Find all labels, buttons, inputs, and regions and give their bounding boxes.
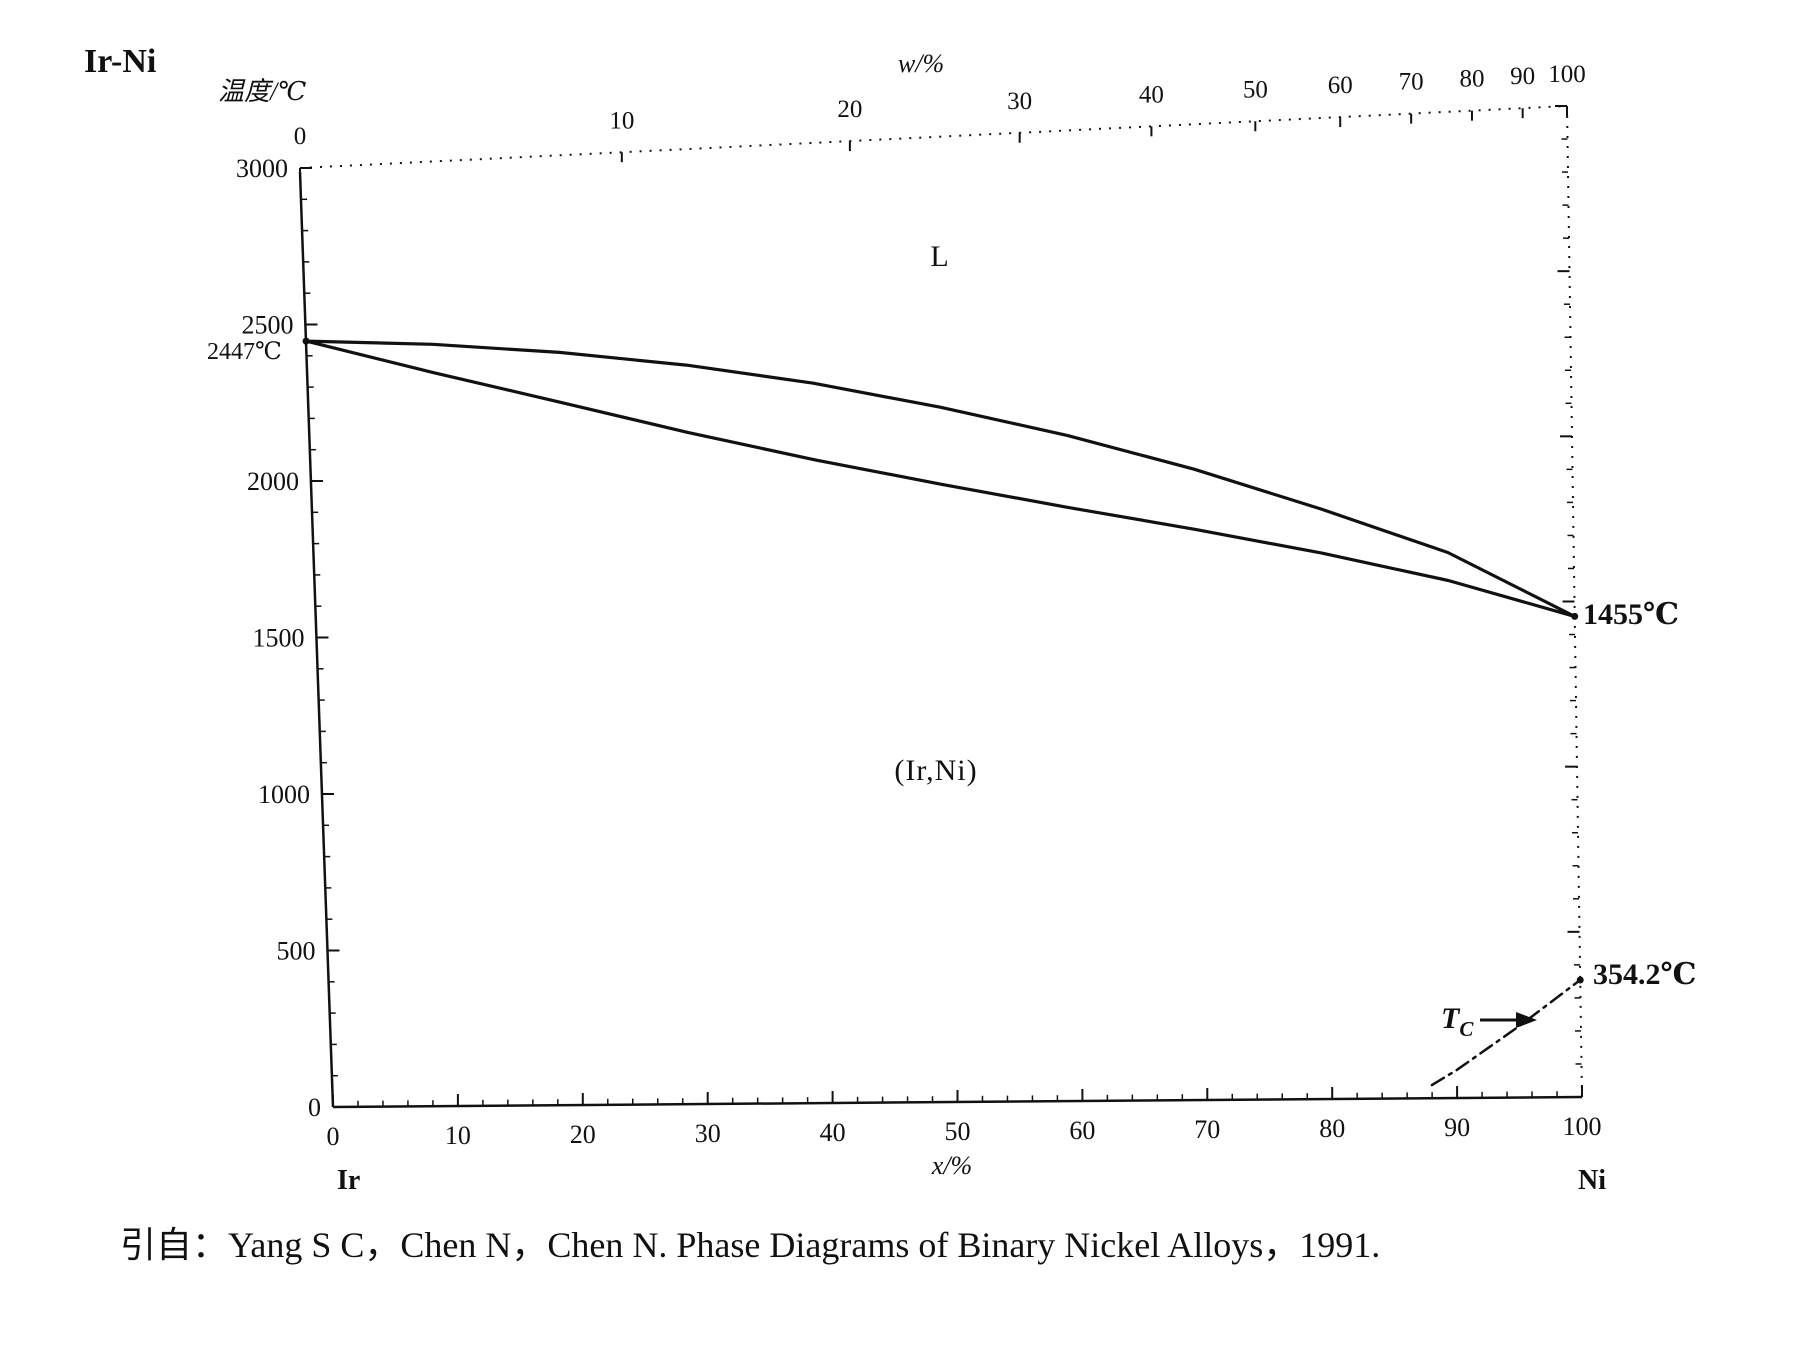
y-tick-label: 1000 bbox=[258, 780, 310, 809]
y-tick-label: 3000 bbox=[236, 154, 288, 183]
ni-curie-point-label: 354.2℃ bbox=[1593, 958, 1696, 991]
tick-marks bbox=[299, 105, 1583, 1108]
top-tick-label: 0 bbox=[294, 123, 307, 150]
y-tick-label: 500 bbox=[277, 937, 316, 966]
x-tick-label: 30 bbox=[695, 1119, 721, 1148]
y-tick-label: 0 bbox=[308, 1093, 321, 1122]
solidus-curve bbox=[304, 339, 1577, 619]
x-tick-label: 20 bbox=[570, 1120, 596, 1149]
left-axis bbox=[298, 171, 335, 1108]
x-tick-label: 0 bbox=[327, 1122, 340, 1151]
source-citation: 引自：Yang S C，Chen N，Chen N. Phase Diagram… bbox=[120, 1225, 1381, 1265]
tc-label: TC bbox=[1441, 1002, 1474, 1041]
right-element-label: Ni bbox=[1578, 1165, 1606, 1196]
x-tick-label: 100 bbox=[1563, 1112, 1602, 1141]
x-tick-label: 10 bbox=[445, 1121, 471, 1150]
system-label: Ir-Ni bbox=[84, 43, 156, 80]
ir-melting-point-label: 2447℃ bbox=[207, 339, 282, 365]
liquidus-curve bbox=[304, 339, 1577, 619]
x-tick-label: 70 bbox=[1194, 1115, 1220, 1144]
phase-boundaries bbox=[302, 337, 1584, 1087]
x-tick-label: 50 bbox=[945, 1117, 971, 1146]
top-tick-label: 90 bbox=[1510, 63, 1535, 90]
x-tick-label: 40 bbox=[820, 1118, 846, 1147]
solid-solution-label: (Ir,Ni) bbox=[894, 754, 977, 787]
y-tick-label: 1500 bbox=[253, 624, 305, 653]
ni-melting-point bbox=[1571, 612, 1579, 620]
top-tick-label: 40 bbox=[1139, 81, 1164, 108]
tc-arrowhead bbox=[1516, 1012, 1537, 1028]
tick-labels: 0 10 20 30 40 50 60 70 80 90 100050010001500200025… bbox=[236, 61, 1602, 1151]
left-element-label: Ir bbox=[337, 1165, 360, 1196]
top-tick-label: 70 bbox=[1399, 69, 1424, 96]
y-axis-title: 温度/℃ bbox=[218, 77, 306, 106]
y-tick-label: 2500 bbox=[242, 311, 294, 340]
top-tick-label: 80 bbox=[1459, 66, 1484, 93]
ir-melting-point bbox=[302, 337, 310, 345]
top-tick-label: 60 bbox=[1328, 72, 1353, 99]
x-axis-title: x/% bbox=[931, 1151, 972, 1180]
top-tick-label: 10 bbox=[609, 107, 634, 134]
top-axis-title: w/% bbox=[898, 49, 944, 78]
top-axis bbox=[299, 105, 1568, 169]
x-tick-label: 60 bbox=[1069, 1116, 1095, 1145]
top-tick-label: 20 bbox=[837, 96, 862, 123]
ni-melting-point-label: 1455℃ bbox=[1583, 598, 1679, 631]
x-tick-label: 80 bbox=[1319, 1114, 1345, 1143]
curie-temperature-marker: TC bbox=[1441, 1002, 1537, 1041]
y-tick-label: 2000 bbox=[247, 467, 299, 496]
top-tick-label: 100 bbox=[1548, 61, 1586, 88]
ni-curie-point bbox=[1576, 976, 1584, 984]
top-tick-label: 30 bbox=[1007, 88, 1032, 115]
curie-temperature-line bbox=[1430, 978, 1582, 1087]
top-tick-label: 50 bbox=[1243, 76, 1268, 103]
liquid-phase-label: L bbox=[930, 240, 949, 273]
x-tick-label: 90 bbox=[1444, 1113, 1470, 1142]
